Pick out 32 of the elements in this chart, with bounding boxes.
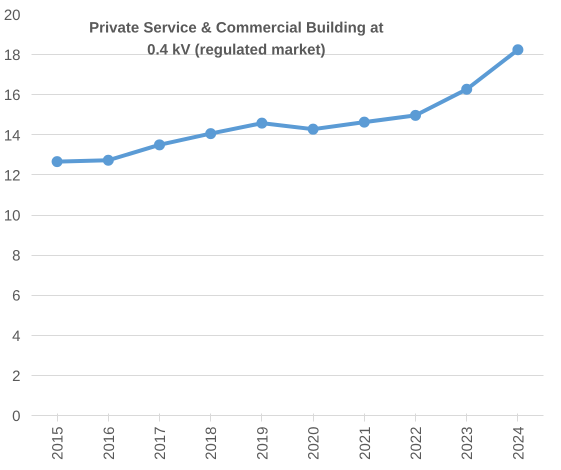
y-tick-label: 8 <box>12 248 20 265</box>
y-tick-label: 12 <box>4 167 21 184</box>
x-tick-label: 2019 <box>254 426 272 460</box>
point <box>205 128 216 140</box>
x-tick-label: 2018 <box>203 426 220 460</box>
x-tick-label: 2024 <box>510 426 528 460</box>
point <box>410 110 421 121</box>
point <box>461 84 472 95</box>
x-tick-label: 2015 <box>50 426 67 460</box>
x-tick-label: 2017 <box>152 426 169 460</box>
y-tick-label: 16 <box>4 87 21 104</box>
y-tick-label: 10 <box>4 208 21 224</box>
text: Private Service & Commercial Building at 0.4 kV (regulated market) <box>89 20 384 58</box>
x-tick-label: 2021 <box>356 426 374 460</box>
y-tick-label: 18 <box>4 47 21 64</box>
y-tick-label: 20 <box>4 7 21 24</box>
point <box>52 156 63 168</box>
point <box>308 124 319 135</box>
y-tick-label: 6 <box>12 288 20 305</box>
y-tick-label: 2 <box>12 368 20 385</box>
point <box>154 139 165 150</box>
point <box>512 44 524 56</box>
x-tick-label: 2020 <box>306 426 323 460</box>
y-tick-label: 4 <box>12 328 20 345</box>
x-tick-label: 2016 <box>100 426 118 460</box>
y-tick-label: 14 <box>4 127 21 144</box>
point <box>102 154 114 166</box>
y-tick-label: 0 <box>12 408 20 425</box>
point <box>256 118 268 129</box>
x-tick-label: 2022 <box>408 426 425 460</box>
point <box>358 116 370 128</box>
x-tick-label: 2023 <box>459 426 476 460</box>
